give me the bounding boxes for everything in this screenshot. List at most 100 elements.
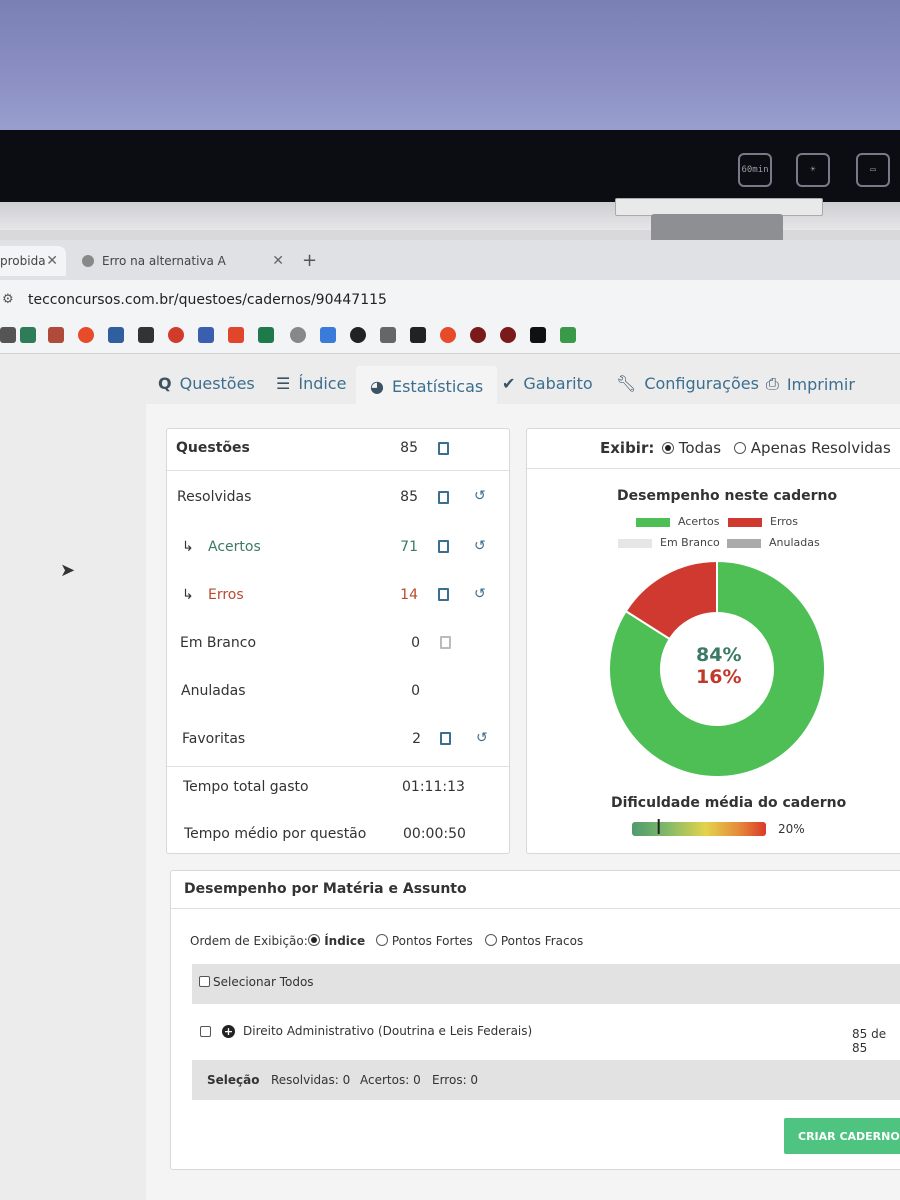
- center-label-erros: 16%: [696, 666, 742, 688]
- tab-label: Gabarito: [523, 374, 593, 393]
- row-embranco-label: Em Branco: [180, 635, 257, 651]
- tab-configuracoes[interactable]: 🔧︎ Configurações: [616, 374, 759, 393]
- table-row: [192, 1004, 900, 1060]
- select-all-checkbox[interactable]: [199, 976, 210, 987]
- brightness-icon[interactable]: ☀: [796, 153, 830, 187]
- time-total-value: 01:11:13: [402, 779, 465, 795]
- book-icon[interactable]: [438, 442, 449, 455]
- wrench-icon: 🔧︎: [616, 374, 637, 393]
- divider: [527, 468, 900, 469]
- browser-tab-2[interactable]: Erro na alternativa A ✕: [70, 246, 292, 276]
- url-field[interactable]: tecconcursos.com.br/questoes/cadernos/90…: [28, 292, 387, 308]
- radio-all[interactable]: [662, 442, 674, 454]
- bookmark-icon[interactable]: [290, 327, 306, 343]
- mouse-cursor-icon: ➤: [60, 560, 76, 581]
- row-anuladas-label: Anuladas: [181, 683, 246, 699]
- bookmark-icon[interactable]: [530, 327, 546, 343]
- radio-fortes[interactable]: [376, 934, 388, 946]
- bookmark-icon[interactable]: [380, 327, 396, 343]
- redo-icon[interactable]: ↺: [474, 538, 486, 554]
- redo-icon[interactable]: ↺: [476, 730, 488, 746]
- book-icon[interactable]: [438, 491, 449, 504]
- stats-header-value: 85: [400, 440, 418, 456]
- browser-tab-1[interactable]: probida ✕: [0, 246, 66, 276]
- book-icon[interactable]: [440, 732, 451, 745]
- bookmark-icon[interactable]: [138, 327, 154, 343]
- row-erros-arrow: ↳: [182, 587, 194, 603]
- close-icon[interactable]: ✕: [272, 253, 284, 269]
- difficulty-bar: [632, 822, 766, 836]
- button-label: CRIAR CADERNO C: [798, 1129, 900, 1143]
- bookmark-icon[interactable]: [198, 327, 214, 343]
- close-icon[interactable]: ✕: [46, 253, 58, 269]
- bookmark-icon[interactable]: [440, 327, 456, 343]
- monitor-bezel: [0, 130, 900, 202]
- bookmark-icon[interactable]: [0, 327, 16, 343]
- option-label: Apenas Resolvidas: [750, 439, 891, 457]
- time-total-label: Tempo total gasto: [183, 779, 309, 795]
- subject-count: 85 de 85: [852, 1027, 887, 1055]
- difficulty-title: Dificuldade média do caderno: [611, 795, 847, 811]
- exibir-option-all[interactable]: Todas: [662, 439, 721, 457]
- chart-panel: [526, 428, 900, 854]
- divider: [167, 470, 509, 471]
- divider: [167, 766, 509, 767]
- tab-imprimir[interactable]: ⎙ Imprimir: [766, 374, 855, 394]
- bookmark-icon[interactable]: [108, 327, 124, 343]
- bookmark-icon[interactable]: [500, 327, 516, 343]
- expand-icon[interactable]: +: [222, 1025, 235, 1038]
- radio-indice[interactable]: [308, 934, 320, 946]
- table-header: [192, 964, 900, 1004]
- row-checkbox[interactable]: [200, 1026, 211, 1037]
- option-label: Todas: [678, 439, 722, 457]
- order-option-indice[interactable]: Índice: [308, 934, 365, 948]
- row-favoritas-label: Favoritas: [182, 731, 246, 747]
- selection-errors: Erros: 0: [432, 1073, 479, 1087]
- tab-questoes[interactable]: Q Questões: [158, 374, 255, 393]
- time-avg-value: 00:00:50: [403, 826, 466, 842]
- order-option-fracos[interactable]: Pontos Fracos: [485, 934, 583, 948]
- webcam-body: [651, 214, 783, 242]
- row-favoritas-value: 2: [412, 731, 421, 747]
- site-settings-icon[interactable]: ⚙: [2, 292, 14, 307]
- redo-icon[interactable]: ↺: [474, 488, 486, 504]
- order-option-fortes[interactable]: Pontos Fortes: [376, 934, 473, 948]
- create-notebook-button[interactable]: CRIAR CADERNO C: [784, 1118, 900, 1154]
- list-icon: ☰: [276, 374, 291, 393]
- bookmark-icon[interactable]: [320, 327, 336, 343]
- radio-fracos[interactable]: [485, 934, 497, 946]
- book-icon[interactable]: [438, 540, 449, 553]
- chart-title: Desempenho neste caderno: [617, 488, 838, 504]
- bookmark-icon[interactable]: [20, 327, 36, 343]
- bookmark-icon[interactable]: [48, 327, 64, 343]
- redo-icon[interactable]: ↺: [474, 586, 486, 602]
- q-icon: Q: [158, 374, 172, 393]
- selection-label: Seleção: [207, 1073, 260, 1087]
- new-tab-icon[interactable]: +: [302, 250, 318, 271]
- book-icon[interactable]: [438, 588, 449, 601]
- bookmark-icon[interactable]: [470, 327, 486, 343]
- display-icon[interactable]: ▭: [856, 153, 890, 187]
- bookmark-icon[interactable]: [78, 327, 94, 343]
- check-icon: ✔: [502, 374, 516, 393]
- tab-gabarito[interactable]: ✔ Gabarito: [502, 374, 593, 393]
- divider: [171, 908, 900, 909]
- subject-name[interactable]: Direito Administrativo (Doutrina e Leis …: [243, 1024, 533, 1038]
- bookmark-icon[interactable]: [228, 327, 244, 343]
- row-acertos-value: 71: [400, 539, 418, 555]
- bookmark-icon[interactable]: [350, 327, 366, 343]
- bookmark-icon[interactable]: [168, 327, 184, 343]
- tab-indice[interactable]: ☰ Índice: [276, 374, 346, 393]
- selection-correct: Acertos: 0: [360, 1073, 421, 1087]
- selection-footer: [192, 1060, 900, 1100]
- tab-estatisticas[interactable]: ◕ Estatísticas: [356, 366, 498, 406]
- exibir-option-resolved[interactable]: Apenas Resolvidas: [734, 439, 891, 457]
- favicon-icon: [82, 255, 94, 267]
- book-icon: [440, 636, 451, 649]
- radio-resolved[interactable]: [734, 442, 746, 454]
- bookmark-icon[interactable]: [560, 327, 576, 343]
- donut-slice-acertos: [608, 559, 826, 778]
- timer-icon[interactable]: 60min: [738, 153, 772, 187]
- bookmark-icon[interactable]: [410, 327, 426, 343]
- bookmark-icon[interactable]: [258, 327, 274, 343]
